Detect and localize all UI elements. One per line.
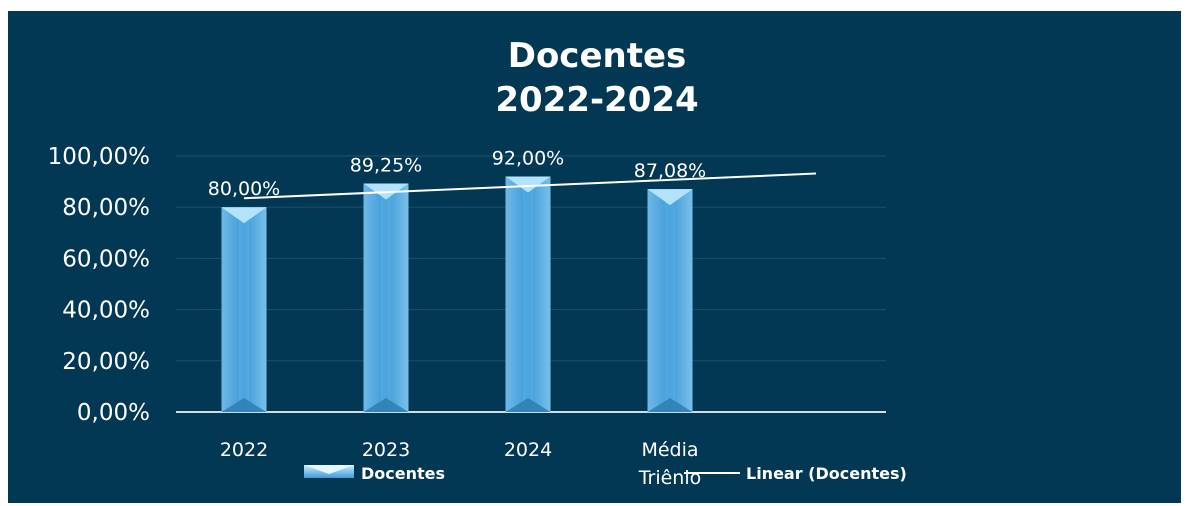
- bar-cap: [505, 176, 551, 193]
- bar-base: [505, 398, 551, 412]
- y-axis-ticks: 0,00% 20,00% 40,00% 60,00% 80,00% 100,00%: [48, 144, 150, 426]
- bar-group: [221, 207, 267, 412]
- bar-highlight: [239, 207, 249, 412]
- bar-highlight: [523, 176, 533, 412]
- data-label: 92,00%: [492, 147, 564, 169]
- bar: [505, 176, 551, 412]
- bar: [363, 183, 409, 412]
- y-tick-label: 100,00%: [48, 144, 150, 170]
- x-tick-label: 2024: [504, 439, 552, 461]
- bar-highlight: [665, 189, 675, 412]
- data-labels: 80,00% 89,25% 92,00% 87,08%: [208, 147, 706, 200]
- bar-cap: [647, 189, 693, 206]
- y-tick-label: 80,00%: [62, 195, 150, 221]
- trendline: [243, 172, 817, 200]
- chart-title-line-1: Docentes: [508, 36, 687, 76]
- trendline-layer: [243, 172, 817, 200]
- x-tick-label: Média: [641, 439, 698, 461]
- legend-label-docentes: Docentes: [361, 464, 445, 483]
- data-label: 80,00%: [208, 178, 280, 200]
- bar-base: [363, 398, 409, 412]
- y-tick-label: 20,00%: [62, 349, 150, 375]
- data-label: 89,25%: [350, 155, 422, 177]
- y-tick-label: 0,00%: [77, 400, 150, 426]
- bar-cap: [221, 207, 267, 224]
- legend-label-linear: Linear (Docentes): [746, 464, 907, 483]
- bar-highlight: [381, 183, 391, 412]
- bar: [221, 207, 267, 412]
- y-tick-label: 60,00%: [62, 246, 150, 272]
- y-tick-label: 40,00%: [62, 298, 150, 324]
- bar-group: [363, 183, 409, 412]
- bars: [221, 176, 693, 412]
- x-tick-label: 2022: [220, 439, 268, 461]
- x-tick-label: 2023: [362, 439, 410, 461]
- bar-group: [505, 176, 551, 412]
- data-label: 87,08%: [634, 160, 706, 182]
- x-axis-ticks: 2022 2023 2024 Média Triênio: [220, 439, 701, 489]
- bar-base: [647, 398, 693, 412]
- chart-panel: [8, 11, 1181, 503]
- legend-swatch-docentes: [304, 465, 354, 478]
- chart-title-line-2: 2022-2024: [495, 80, 698, 120]
- x-tick-label: Triênio: [638, 467, 702, 489]
- bar-base: [221, 398, 267, 412]
- bar-group: [647, 189, 693, 412]
- legend: Docentes Linear (Docentes): [304, 464, 907, 483]
- bar: [647, 189, 693, 412]
